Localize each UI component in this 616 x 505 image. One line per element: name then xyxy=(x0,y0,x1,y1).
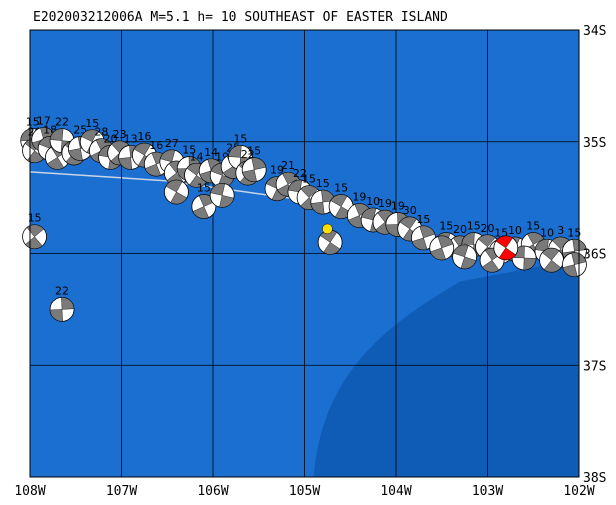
depth-label: 17 xyxy=(37,115,51,128)
depth-label: 14 xyxy=(204,146,218,159)
focal-mechanism xyxy=(429,235,455,261)
depth-label: 20 xyxy=(453,223,467,236)
depth-label: 20 xyxy=(481,222,495,235)
depth-label: 22 xyxy=(55,284,69,297)
focal-mechanism xyxy=(411,225,436,251)
longitude-label: 106W xyxy=(197,484,228,499)
depth-label: 15 xyxy=(28,212,42,225)
depth-label: 15 xyxy=(85,117,99,130)
longitude-label: 108W xyxy=(14,484,45,499)
depth-label: 15 xyxy=(182,144,196,157)
longitude-label: 107W xyxy=(106,484,137,499)
latitude-label: 36S xyxy=(583,248,606,263)
main-event-mechanism xyxy=(493,235,519,261)
longitude-label: 103W xyxy=(472,484,503,499)
depth-label: 28 xyxy=(94,126,108,139)
depth-label: 19 xyxy=(378,197,392,210)
focal-mechanism xyxy=(163,179,189,205)
depth-label: 19 xyxy=(352,191,366,204)
depth-label: 13 xyxy=(124,132,138,145)
depth-label: 15 xyxy=(197,182,211,195)
depth-label: 14 xyxy=(190,150,204,163)
depth-label: 15 xyxy=(233,132,247,145)
focal-mechanism xyxy=(539,247,564,273)
latitude-label: 38S xyxy=(583,471,606,486)
depth-label: 15 xyxy=(416,213,430,226)
depth-label: 15 xyxy=(26,116,40,129)
focal-mechanism xyxy=(241,157,267,183)
depth-label: 15 xyxy=(316,177,330,190)
focal-mechanism xyxy=(317,229,343,255)
focal-mechanism xyxy=(49,296,75,322)
depth-label: 16 xyxy=(137,130,151,143)
depth-label: 16 xyxy=(149,139,163,152)
latitude-label: 35S xyxy=(583,136,606,151)
depth-label: 30 xyxy=(403,204,417,217)
depth-label: 10 xyxy=(366,195,380,208)
depth-label: 21 xyxy=(281,159,295,172)
map-border xyxy=(29,29,580,478)
depth-label: 15 xyxy=(567,226,581,239)
depth-label: 22 xyxy=(55,116,69,129)
depth-label: 19 xyxy=(270,164,284,177)
longitude-label: 104W xyxy=(380,484,411,499)
depth-label: 15 xyxy=(247,145,261,158)
focal-mechanisms: 1520171830222515282023131616271514141925… xyxy=(20,115,587,322)
depth-label: 15 xyxy=(334,182,348,195)
longitude-label: 105W xyxy=(289,484,320,499)
depth-label: 15 xyxy=(302,173,316,186)
map-frame: 1520171830222515282023131616271514141925… xyxy=(20,29,587,478)
depth-label: 10 xyxy=(508,224,522,237)
depth-label: 15 xyxy=(526,220,540,233)
depth-label: 10 xyxy=(540,226,554,239)
map-title: E202003212006A M=5.1 h= 10 SOUTHEAST OF … xyxy=(33,10,448,25)
depth-label: 22 xyxy=(293,167,307,180)
focal-mechanism xyxy=(209,182,235,208)
longitude-label: 102W xyxy=(563,484,594,499)
longitude-labels: 108W 107W 106W 105W 104W 103W 102W xyxy=(14,484,594,499)
depth-label: 27 xyxy=(165,137,179,150)
depth-label: 19 xyxy=(391,199,405,212)
depth-label: 15 xyxy=(439,220,453,233)
depth-label: 15 xyxy=(467,220,481,233)
deep-ocean-area xyxy=(313,259,579,477)
epicenter-marker xyxy=(322,223,333,235)
latitude-label: 37S xyxy=(583,359,606,374)
latitude-labels: 34S 35S 36S 37S 38S xyxy=(583,24,606,486)
depth-label: 3 xyxy=(557,224,564,237)
latitude-label: 34S xyxy=(583,24,606,39)
focal-mechanism xyxy=(452,244,478,270)
focal-mechanism xyxy=(191,194,217,219)
depth-label: 23 xyxy=(113,128,127,141)
focal-mechanism xyxy=(22,224,47,250)
